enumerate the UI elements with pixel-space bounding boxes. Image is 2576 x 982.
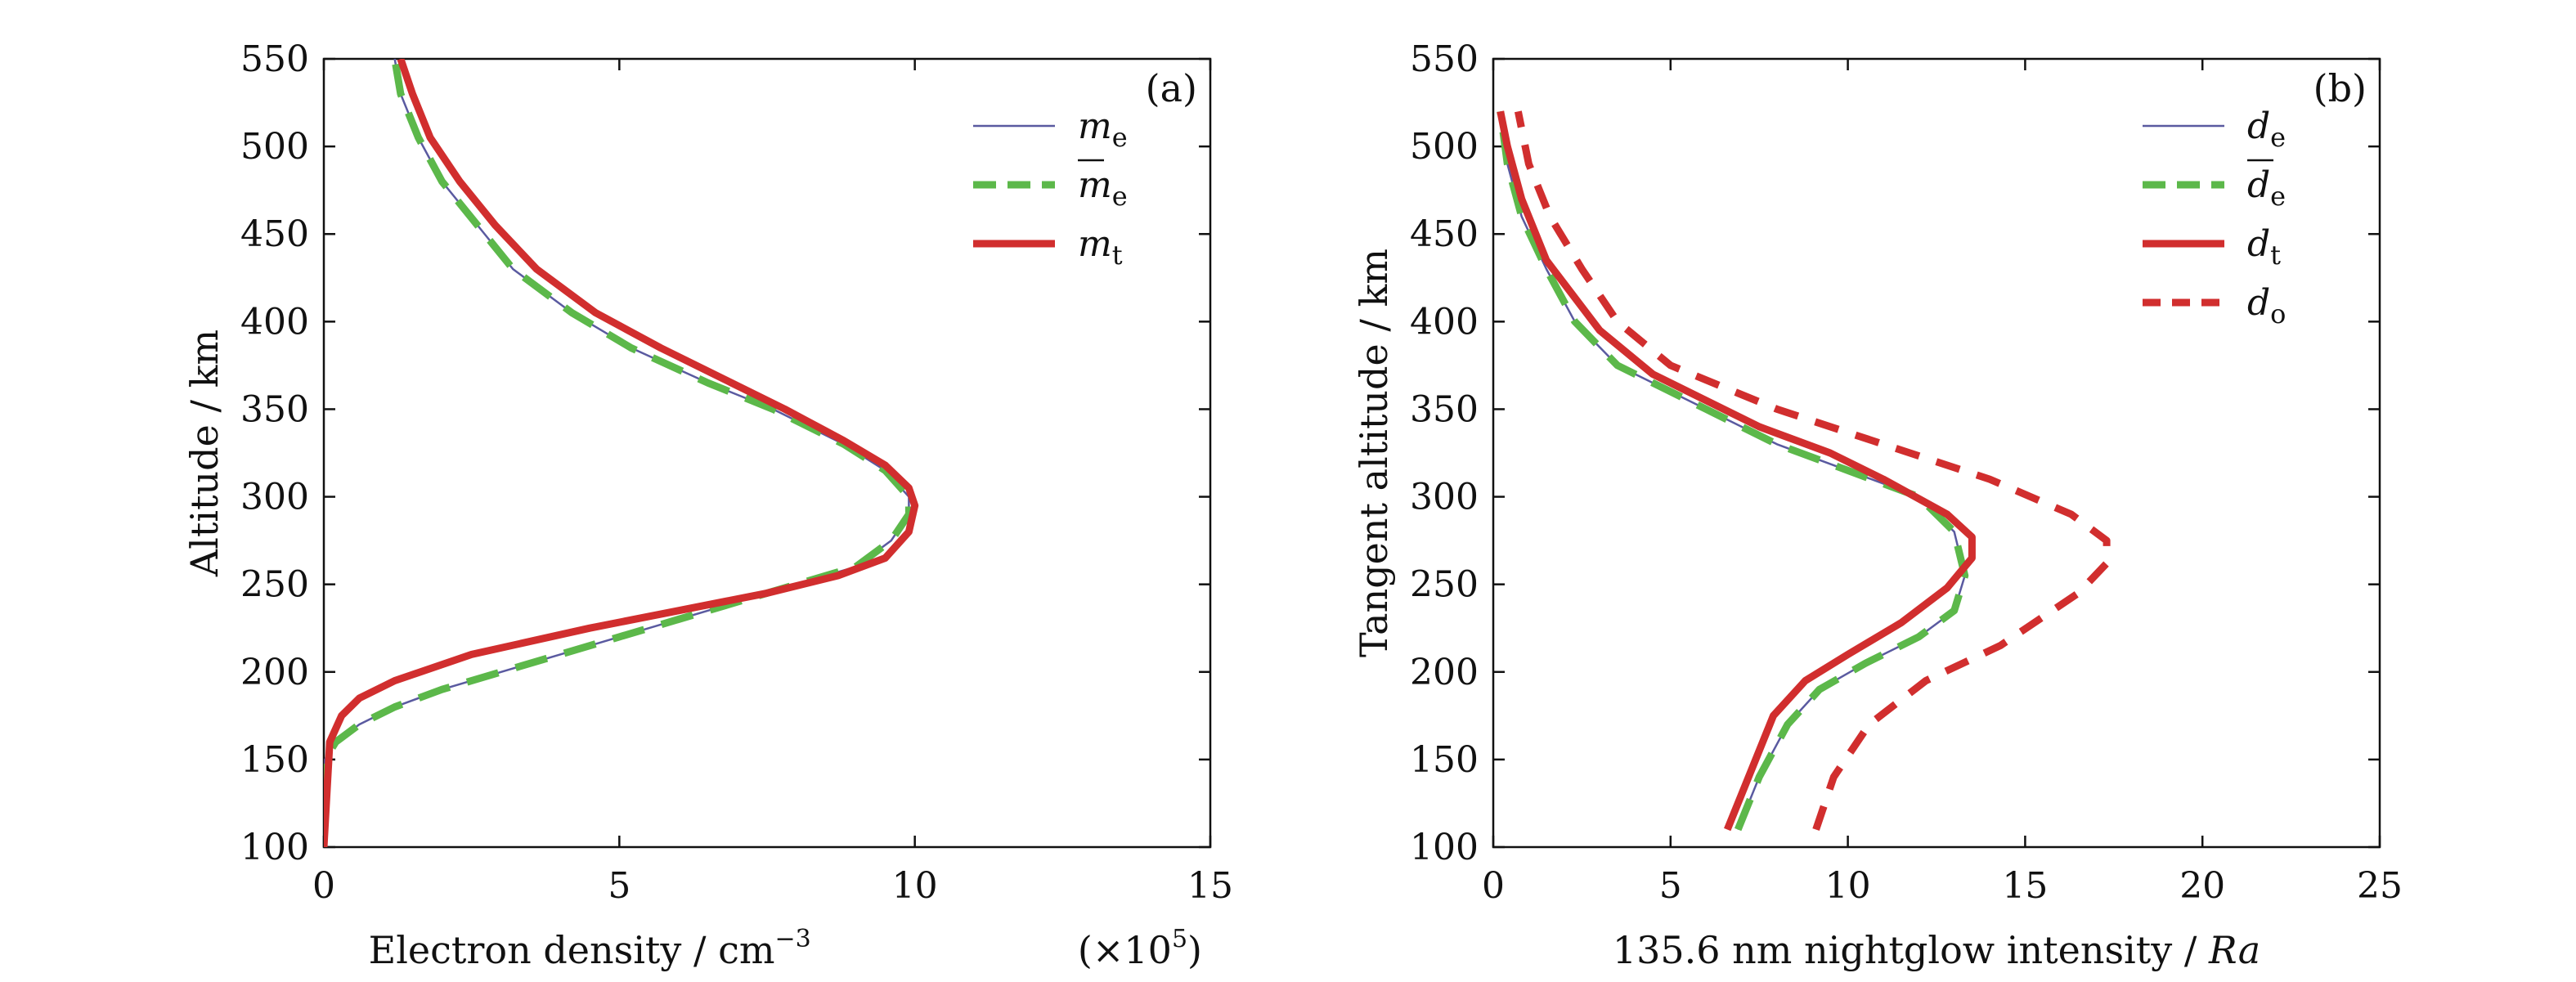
legend-label: de [2247,105,2286,153]
panel-label: (a) [1146,66,1197,110]
x-axis-label-text: Electron density / cm [369,928,775,972]
legend-label: de [2247,164,2286,212]
legend-subscript: t [2270,240,2281,271]
panel-a-electron-density-chart: 0 5 10 15 100 150 200 250 300 350 400 450 500 550 (a) m… [182,38,1233,972]
x-tick-label: 25 [2357,865,2403,907]
y-tick-label: 150 [240,739,309,781]
y-tick-label: 500 [240,126,309,168]
legend-subscript: o [2270,298,2286,330]
y-tick-label: 250 [1410,564,1479,606]
series-line-m-e-bar [324,59,913,847]
x-tick-label: 10 [892,865,938,907]
legend-symbol: m [1078,223,1112,265]
y-axis-label: Tangent altitude / km [1352,249,1396,657]
series-line-m-e [324,59,910,847]
series-line-d-o [1514,110,2111,832]
legend-label: me [1078,105,1128,153]
legend-subscript: t [1112,240,1123,271]
x-tick-label: 5 [1659,865,1682,907]
y-tick-label: 150 [1410,739,1479,781]
y-tick-label: 450 [1410,213,1479,255]
plot-frame [322,57,1212,849]
legend-subscript: e [2270,181,2286,212]
x-tick-label: 0 [312,865,335,907]
y-tick-label: 450 [240,213,309,255]
panel-b-nightglow-intensity-chart: 0 5 10 15 20 25 100 150 200 250 300 350 400 450 500 550… [1352,38,2403,972]
series-line-d-e [1499,111,1966,831]
plot-frame [1492,57,2381,849]
legend-subscript: e [2270,122,2286,153]
y-tick-label: 550 [240,38,309,80]
y-axis-label: Altitude / km [182,330,227,577]
y-tick-label: 300 [1410,477,1479,518]
x-tick-label: 0 [1482,865,1505,907]
x-multiplier-exponent: 5 [1172,925,1187,953]
x-tick-label: 15 [2002,865,2048,907]
legend-symbol: m [1078,164,1112,206]
series-line-d-e-bar [1497,110,1969,832]
y-tick-label: 200 [1410,652,1479,693]
legend-label: dt [2247,223,2281,271]
legend-label: mt [1078,223,1123,271]
y-tick-label: 200 [240,652,309,693]
y-tick-label: 100 [240,827,309,868]
x-multiplier-prefix: (×10 [1078,928,1172,972]
legend-symbol: d [2247,105,2270,147]
y-tick-label: 300 [240,477,309,518]
x-tick-label: 5 [608,865,631,907]
x-axis-label-unit: Ra [2208,928,2260,972]
y-tick-label: 500 [1410,126,1479,168]
x-axis-multiplier: (×105) [1078,925,1202,972]
legend-subscript: e [1112,122,1128,153]
y-tick-label: 400 [1410,301,1479,343]
x-tick-label: 15 [1187,865,1233,907]
series-line-d-t [1497,110,1976,832]
legend-subscript: e [1112,181,1128,212]
x-axis-label-exponent: −3 [775,925,811,953]
y-tick-label: 350 [1410,388,1479,430]
legend-symbol: m [1078,105,1112,147]
x-tick-label: 20 [2179,865,2225,907]
legend-symbol: d [2247,164,2270,206]
legend-symbol: d [2247,223,2270,265]
y-tick-label: 550 [1410,38,1479,80]
y-tick-label: 100 [1410,827,1479,868]
panel-label: (b) [2313,66,2367,110]
x-axis-label-text: 135.6 nm nightglow intensity / [1613,928,2209,972]
x-multiplier-suffix: ) [1187,928,1202,972]
legend-label: do [2247,282,2286,330]
x-axis-label: Electron density / cm−3 [369,925,811,972]
y-tick-label: 250 [240,564,309,606]
x-axis-label: 135.6 nm nightglow intensity / Ra [1613,928,2260,972]
y-tick-label: 400 [240,301,309,343]
legend-label: me [1078,164,1128,212]
legend-symbol: d [2247,282,2270,324]
y-tick-label: 350 [240,388,309,430]
series-line-m-t [324,59,919,847]
x-tick-label: 10 [1825,865,1871,907]
